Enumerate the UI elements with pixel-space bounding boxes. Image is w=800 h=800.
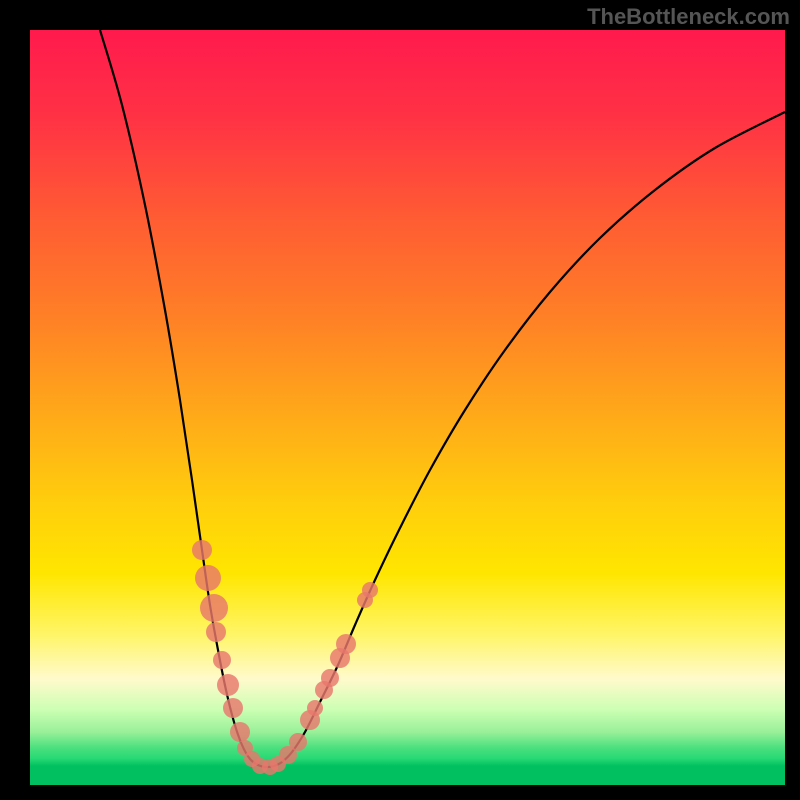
- scatter-point: [307, 700, 323, 716]
- scatter-point: [192, 540, 212, 560]
- scatter-point: [223, 698, 243, 718]
- scatter-point: [321, 669, 339, 687]
- plot-area: [30, 30, 785, 785]
- scatter-point: [289, 733, 307, 751]
- v-curve: [100, 30, 785, 767]
- scatter-point: [200, 594, 228, 622]
- scatter-point: [213, 651, 231, 669]
- scatter-point: [336, 634, 356, 654]
- scatter-point: [217, 674, 239, 696]
- scatter-group: [192, 540, 378, 775]
- watermark: TheBottleneck.com: [587, 4, 790, 30]
- scatter-point: [206, 622, 226, 642]
- scatter-point: [195, 565, 221, 591]
- scatter-point: [362, 582, 378, 598]
- chart-svg: [30, 30, 785, 785]
- scatter-point: [230, 722, 250, 742]
